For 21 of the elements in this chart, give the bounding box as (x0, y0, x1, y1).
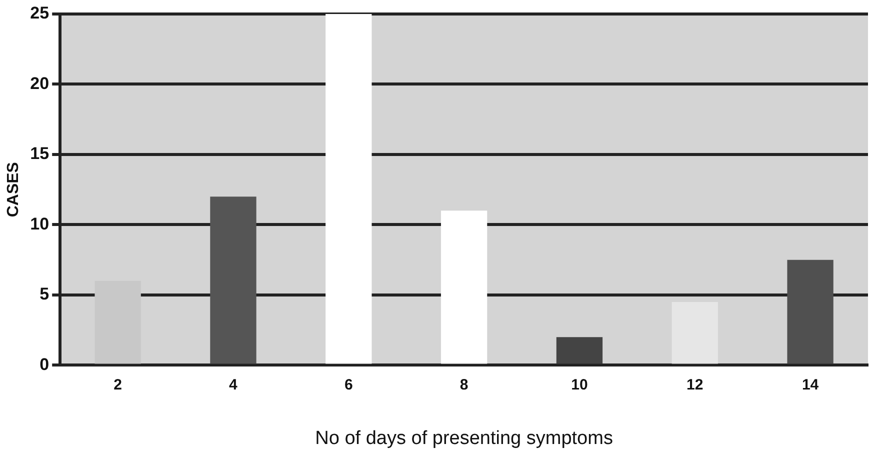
x-tick-label: 10 (571, 376, 588, 394)
y-tick-label: 0 (40, 354, 50, 374)
x-tick-label: 12 (686, 376, 704, 394)
bar (787, 260, 834, 364)
x-tick-label: 6 (344, 376, 353, 394)
y-axis-title: CASES (5, 162, 22, 218)
bar (326, 14, 372, 364)
bar (672, 302, 718, 364)
x-tick-label: 8 (460, 376, 468, 394)
y-tick-label: 10 (30, 214, 50, 234)
y-tick-label: 5 (40, 284, 50, 304)
x-tick-label: 4 (229, 376, 238, 394)
x-tick-label: 2 (114, 376, 122, 394)
bar (210, 196, 256, 364)
y-tick-label: 25 (30, 4, 50, 23)
bar (440, 210, 488, 364)
bar (556, 337, 603, 364)
x-tick-label: 14 (802, 376, 820, 394)
y-tick-label: 20 (30, 74, 50, 93)
x-axis-title: No of days of presenting symptoms (315, 428, 613, 449)
y-tick-label: 15 (30, 144, 50, 164)
